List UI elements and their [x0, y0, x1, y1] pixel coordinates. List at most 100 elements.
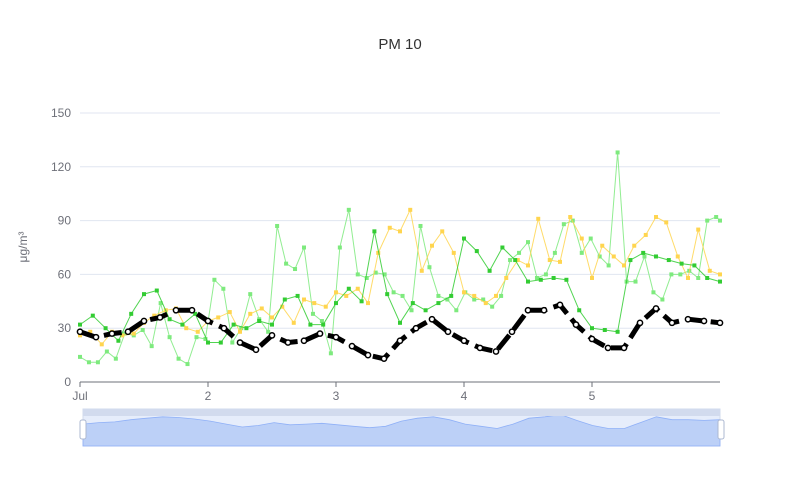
data-point[interactable]	[86, 360, 91, 365]
data-point[interactable]	[282, 297, 287, 302]
data-point[interactable]	[231, 322, 236, 327]
data-point[interactable]	[652, 305, 660, 312]
data-point[interactable]	[615, 150, 620, 155]
data-point[interactable]	[462, 236, 466, 241]
data-point[interactable]	[651, 290, 656, 295]
data-point[interactable]	[90, 313, 95, 318]
data-point[interactable]	[540, 306, 548, 314]
data-point[interactable]	[705, 218, 710, 223]
data-point[interactable]	[248, 311, 253, 316]
data-point[interactable]	[268, 332, 276, 339]
data-point[interactable]	[78, 354, 82, 359]
data-point[interactable]	[622, 263, 626, 268]
data-point[interactable]	[149, 344, 154, 349]
data-point[interactable]	[259, 306, 264, 311]
data-point[interactable]	[606, 263, 611, 268]
data-point[interactable]	[579, 250, 584, 255]
data-point[interactable]	[419, 268, 424, 273]
data-point[interactable]	[460, 337, 468, 345]
data-point[interactable]	[332, 333, 340, 341]
data-point[interactable]	[236, 339, 244, 346]
data-point[interactable]	[556, 301, 564, 309]
data-point[interactable]	[316, 330, 324, 337]
data-point[interactable]	[513, 258, 518, 263]
data-point[interactable]	[517, 250, 522, 255]
data-point[interactable]	[398, 229, 402, 234]
data-point[interactable]	[536, 216, 541, 221]
data-point[interactable]	[492, 348, 500, 355]
data-point[interactable]	[524, 306, 532, 314]
data-point[interactable]	[206, 340, 210, 345]
data-point[interactable]	[440, 229, 445, 234]
data-point[interactable]	[410, 301, 415, 306]
data-point[interactable]	[203, 336, 208, 341]
data-point[interactable]	[526, 263, 530, 268]
data-point[interactable]	[543, 272, 548, 277]
data-point[interactable]	[321, 322, 326, 327]
data-point[interactable]	[180, 322, 185, 327]
data-point[interactable]	[500, 245, 505, 250]
data-point[interactable]	[423, 308, 428, 313]
data-point[interactable]	[334, 301, 338, 306]
data-point[interactable]	[116, 338, 121, 343]
data-point[interactable]	[328, 351, 333, 356]
data-point[interactable]	[675, 254, 680, 259]
data-point[interactable]	[195, 329, 200, 334]
data-point[interactable]	[451, 250, 456, 255]
data-point[interactable]	[142, 292, 146, 297]
data-point[interactable]	[418, 223, 423, 228]
data-point[interactable]	[120, 333, 125, 338]
data-point[interactable]	[504, 275, 509, 280]
data-point[interactable]	[611, 254, 616, 259]
data-point[interactable]	[408, 207, 413, 212]
data-point[interactable]	[588, 236, 593, 241]
data-point[interactable]	[221, 286, 226, 291]
data-point[interactable]	[284, 339, 292, 346]
datazoom-right-handle[interactable]	[717, 419, 725, 440]
data-point[interactable]	[487, 268, 492, 273]
data-point[interactable]	[577, 308, 582, 313]
data-point[interactable]	[632, 243, 637, 248]
data-point[interactable]	[615, 329, 620, 334]
data-point[interactable]	[526, 279, 530, 284]
data-point[interactable]	[113, 356, 118, 361]
datazoom[interactable]	[79, 408, 725, 447]
data-point[interactable]	[476, 344, 484, 352]
data-point[interactable]	[310, 311, 315, 316]
data-point[interactable]	[257, 319, 262, 324]
data-point[interactable]	[193, 311, 198, 316]
data-point[interactable]	[620, 344, 628, 352]
data-point[interactable]	[436, 293, 441, 298]
data-point[interactable]	[184, 326, 189, 331]
data-point[interactable]	[600, 243, 605, 248]
data-point[interactable]	[602, 327, 607, 332]
data-point[interactable]	[561, 222, 566, 227]
data-point[interactable]	[499, 293, 504, 298]
data-point[interactable]	[284, 261, 289, 266]
data-point[interactable]	[705, 275, 710, 280]
data-point[interactable]	[515, 258, 520, 263]
data-point[interactable]	[633, 279, 638, 284]
data-point[interactable]	[131, 331, 136, 336]
data-point[interactable]	[364, 351, 372, 359]
data-point[interactable]	[78, 322, 82, 327]
data-point[interactable]	[204, 317, 212, 325]
data-point[interactable]	[588, 335, 596, 343]
data-point[interactable]	[654, 215, 658, 220]
data-point[interactable]	[686, 275, 690, 280]
data-point[interactable]	[714, 215, 719, 220]
data-point[interactable]	[129, 311, 134, 316]
data-point[interactable]	[376, 250, 381, 255]
data-point[interactable]	[346, 286, 351, 291]
data-point[interactable]	[291, 320, 296, 325]
data-point[interactable]	[494, 293, 498, 298]
data-point[interactable]	[293, 267, 298, 272]
data-point[interactable]	[337, 245, 342, 250]
data-point[interactable]	[302, 297, 306, 302]
data-point[interactable]	[380, 355, 388, 363]
data-point[interactable]	[323, 304, 328, 309]
data-point[interactable]	[348, 342, 356, 350]
data-point[interactable]	[718, 272, 722, 277]
data-point[interactable]	[248, 292, 253, 297]
data-point[interactable]	[108, 330, 116, 337]
